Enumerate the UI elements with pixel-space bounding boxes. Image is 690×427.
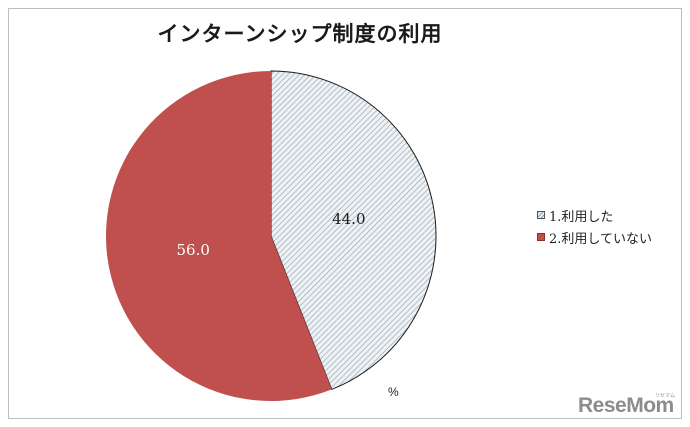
pie-slice-1: [270, 70, 437, 391]
pie-slice-2: [105, 71, 332, 401]
legend-label-not-used: 2.利用していない: [549, 231, 653, 247]
resemom-logo: ReseMom: [578, 394, 674, 417]
slice-label-2: 56.0: [176, 241, 209, 259]
legend-swatch-used: [537, 211, 545, 219]
resemom-logo-kana: リセマム: [655, 393, 676, 399]
legend-swatch-not-used: [537, 233, 545, 241]
unit-label: %: [388, 385, 399, 399]
chart-title: インターンシップ制度の利用: [157, 22, 443, 46]
legend-item-used: 1.利用した: [537, 204, 652, 226]
slice-label-1: 44.0: [332, 210, 365, 228]
legend-label-used: 1.利用した: [549, 209, 614, 225]
legend-item-not-used: 2.利用していない: [537, 226, 652, 248]
chart-legend: 1.利用した 2.利用していない: [537, 204, 652, 248]
